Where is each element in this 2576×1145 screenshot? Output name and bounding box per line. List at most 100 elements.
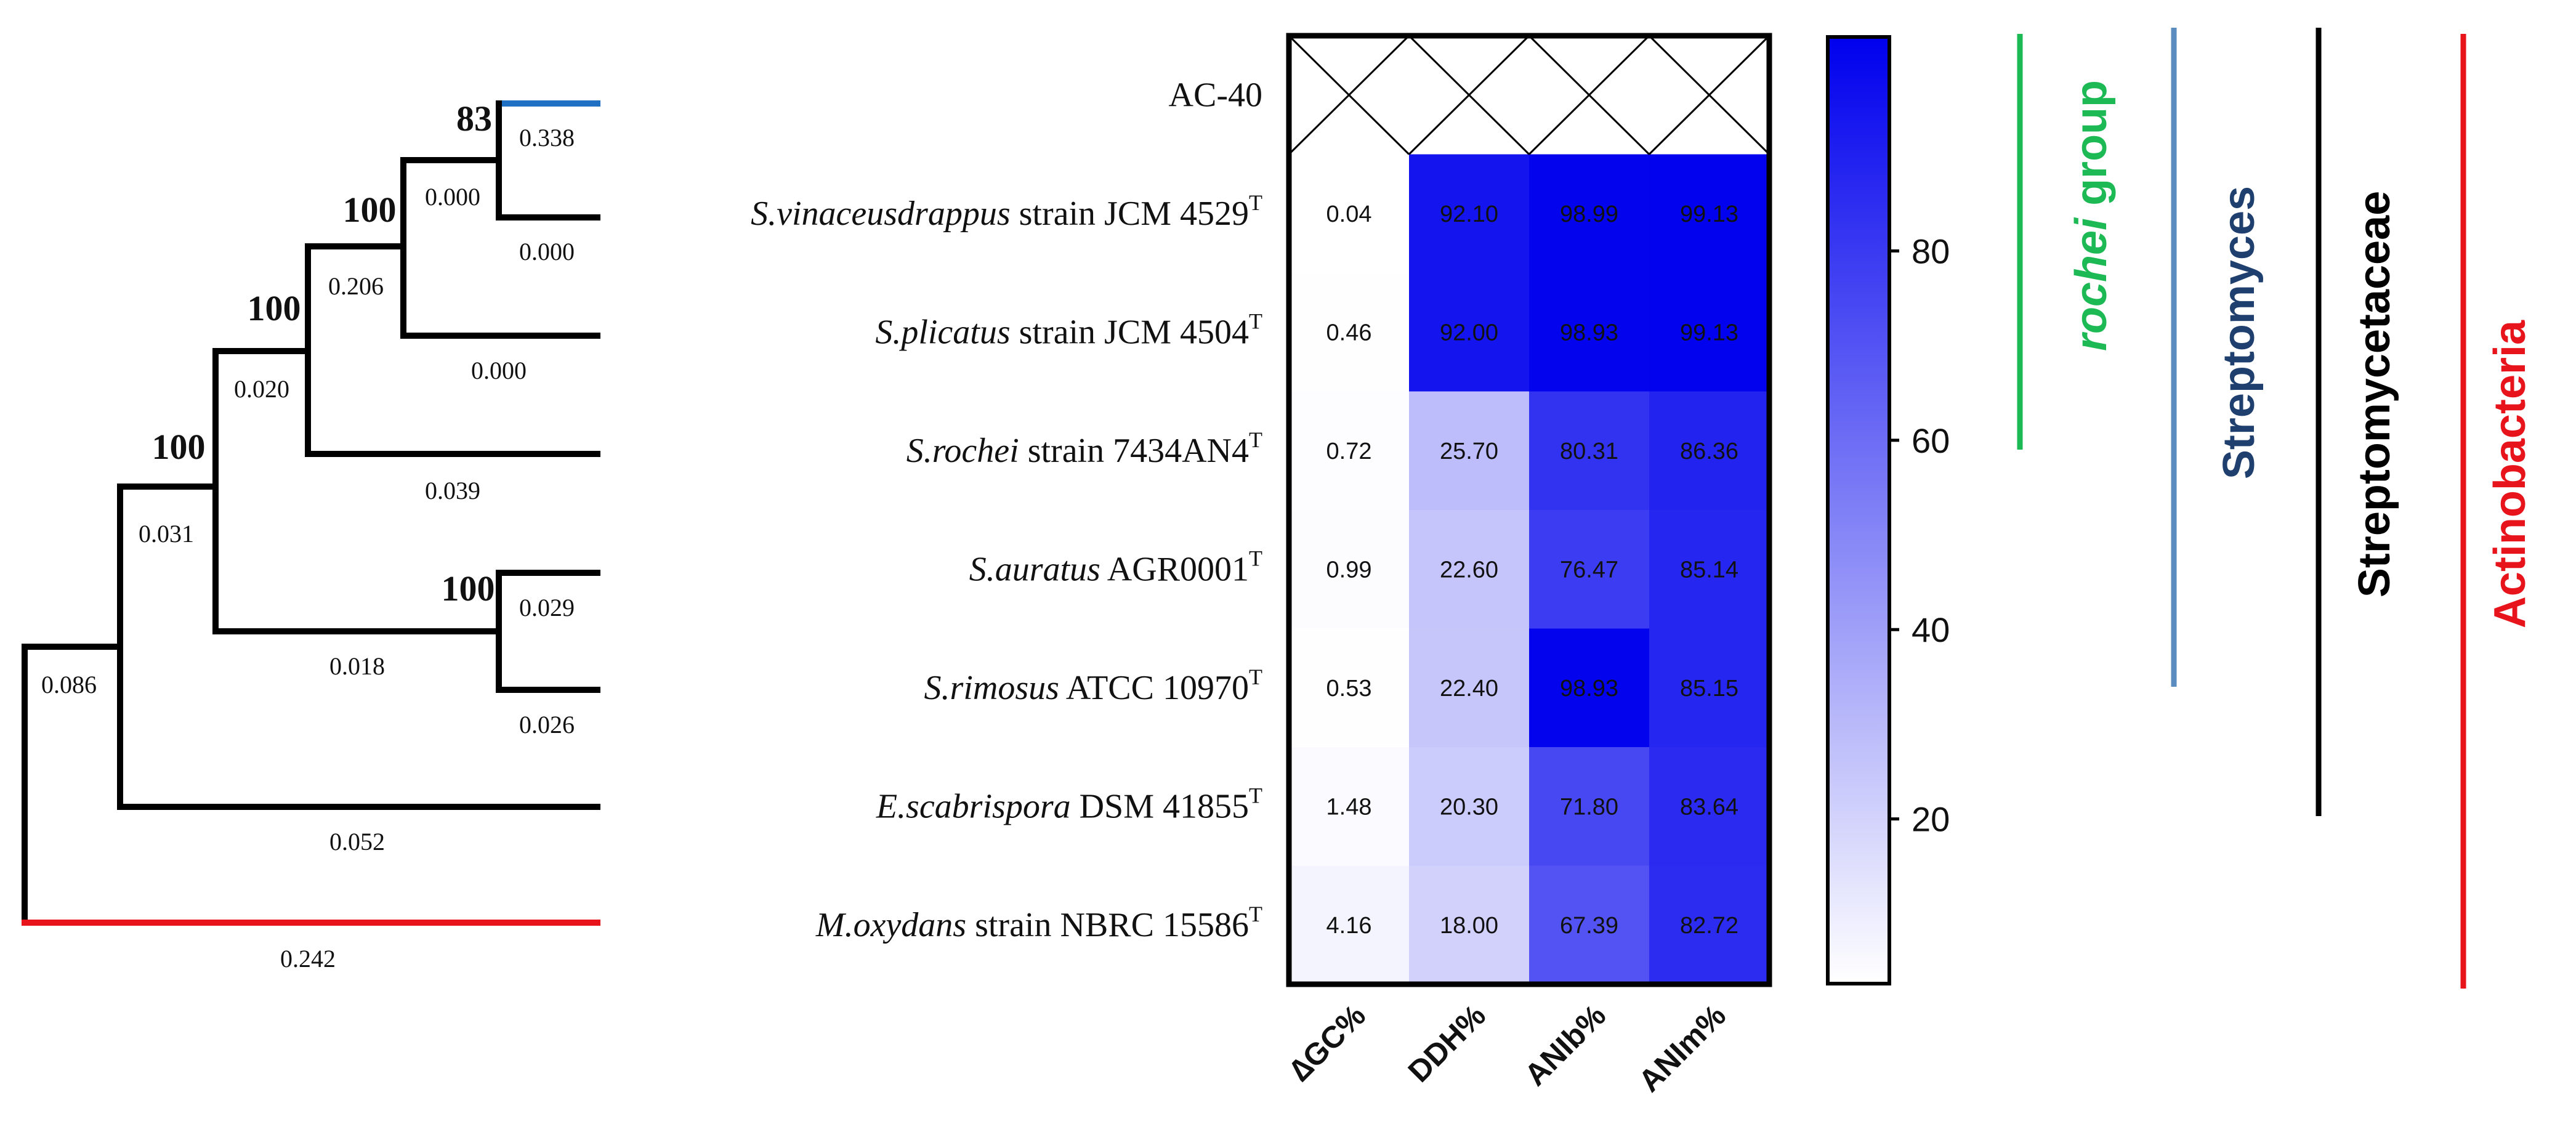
heatmap-cell-value: 4.16 bbox=[1326, 913, 1372, 939]
branch-length: 0.018 bbox=[329, 652, 385, 680]
heatmap-cell-value: 82.72 bbox=[1680, 913, 1738, 939]
heatmap-cell-value: 67.39 bbox=[1560, 913, 1618, 939]
heatmap-cell-value: 20.30 bbox=[1440, 794, 1498, 820]
branch-length: 0.039 bbox=[425, 477, 480, 504]
type-strain-sup: T bbox=[1249, 190, 1262, 215]
cross-line bbox=[1408, 34, 1530, 155]
cross-line bbox=[1288, 34, 1410, 155]
column-labels: ∆GC% DDH% ANIb% ANIm% bbox=[1283, 998, 1733, 1098]
heatmap: 0.04 92.10 98.99 99.13 0.46 92.00 98.93 99.13 0.… bbox=[1286, 33, 1772, 987]
type-strain-sup: T bbox=[1249, 902, 1262, 926]
heatmap-cell-value: 0.72 bbox=[1326, 439, 1372, 464]
heatmap-cell bbox=[1289, 154, 1410, 273]
species-name: S.rochei bbox=[906, 432, 1019, 470]
branch-length: 0.000 bbox=[471, 357, 527, 384]
heatmap-border bbox=[1286, 33, 1772, 987]
phylogenetic-tree: 83 100 100 100 100 0.338 0.000 0.000 0.206 0.000 0… bbox=[22, 99, 600, 973]
taxonomy-label-italic: rochei bbox=[2067, 217, 2116, 351]
branch-length: 0.052 bbox=[329, 828, 385, 856]
branch-length: 0.026 bbox=[519, 711, 575, 738]
column-label: ANIm% bbox=[1632, 998, 1732, 1098]
taxonomy-label: Streptomycetaceae bbox=[2350, 191, 2399, 597]
heatmap-cell-value: 18.00 bbox=[1440, 913, 1498, 939]
bootstrap-value: 100 bbox=[248, 288, 301, 328]
heatmap-cell-value: 83.64 bbox=[1680, 794, 1738, 820]
strain-name: AGR0001 bbox=[1100, 550, 1249, 588]
heatmap-cell bbox=[1649, 628, 1770, 748]
strain-name: DSM 41855 bbox=[1071, 787, 1249, 825]
row-label: S.rochei strain 7434AN4T bbox=[906, 427, 1262, 470]
taxonomy-label-text: group bbox=[2067, 80, 2116, 218]
heatmap-cell-value: 99.13 bbox=[1680, 201, 1738, 227]
species-name: S.auratus bbox=[969, 550, 1100, 588]
row-label: S.plicatus strain JCM 4504T bbox=[875, 309, 1262, 351]
taxonomy-bars: rochei group Streptomyces Streptomycetacea… bbox=[2017, 28, 2535, 989]
heatmap-cell bbox=[1289, 510, 1410, 629]
heatmap-cell-value: 0.99 bbox=[1326, 557, 1372, 583]
heatmap-cell-value: 76.47 bbox=[1560, 557, 1618, 583]
heatmap-cell-value: 22.60 bbox=[1440, 557, 1498, 583]
heatmap-cell bbox=[1289, 747, 1410, 866]
heatmap-cell bbox=[1409, 747, 1530, 866]
row-label: E.scabrispora DSM 41855T bbox=[876, 783, 1262, 825]
heatmap-cell bbox=[1529, 747, 1650, 866]
taxonomy-label-text: Actinobacteria bbox=[2485, 320, 2535, 628]
type-strain-sup: T bbox=[1249, 783, 1262, 807]
column-label: ∆GC% bbox=[1283, 998, 1373, 1088]
branch-length: 0.029 bbox=[519, 594, 575, 621]
type-strain-sup: T bbox=[1249, 665, 1262, 689]
species-name: S.vinaceusdrappus bbox=[751, 195, 1011, 233]
heatmap-cell-value: 0.46 bbox=[1326, 320, 1372, 346]
taxonomy-label-text: Streptomyces bbox=[2215, 186, 2264, 479]
colorbar-tick-label: 20 bbox=[1912, 800, 1950, 839]
taxonomy-label-text: Streptomycetaceae bbox=[2350, 191, 2399, 597]
heatmap-cell-value: 85.15 bbox=[1680, 676, 1738, 702]
heatmap-cell bbox=[1529, 865, 1650, 985]
heatmap-cell-value: 86.36 bbox=[1680, 439, 1738, 464]
heatmap-cell bbox=[1649, 391, 1770, 511]
heatmap-cell-value: 22.40 bbox=[1440, 676, 1498, 702]
species-name: M.oxydans bbox=[815, 906, 966, 944]
column-label: DDH% bbox=[1402, 998, 1493, 1089]
heatmap-cell-value: 1.48 bbox=[1326, 794, 1372, 820]
taxonomy-label: rochei group bbox=[2067, 80, 2116, 351]
colorbar-tick-label: 80 bbox=[1912, 232, 1950, 270]
strain-name: strain NBRC 15586 bbox=[966, 906, 1249, 944]
heatmap-cell-value: 92.00 bbox=[1440, 320, 1498, 346]
row-label: M.oxydans strain NBRC 15586T bbox=[815, 902, 1262, 944]
heatmap-cell bbox=[1409, 273, 1530, 392]
strain-name: ATCC 10970 bbox=[1059, 669, 1249, 707]
heatmap-cell-value: 71.80 bbox=[1560, 794, 1618, 820]
ac40-placeholder-cross bbox=[1288, 34, 1770, 155]
heatmap-cell bbox=[1649, 865, 1770, 985]
row-label: S.auratus AGR0001T bbox=[969, 546, 1262, 588]
branch-length: 0.000 bbox=[425, 183, 480, 211]
type-strain-sup: T bbox=[1249, 546, 1262, 570]
heatmap-cell bbox=[1289, 865, 1410, 985]
heatmap-cell bbox=[1289, 391, 1410, 511]
strain-name: strain JCM 4504 bbox=[1011, 313, 1249, 351]
bootstrap-value: 83 bbox=[456, 99, 492, 139]
type-strain-sup: T bbox=[1249, 309, 1262, 333]
row-label: S.rimosus ATCC 10970T bbox=[924, 665, 1262, 707]
taxonomy-label: Actinobacteria bbox=[2485, 320, 2535, 628]
heatmap-cell bbox=[1649, 273, 1770, 392]
heatmap-cell bbox=[1409, 510, 1530, 629]
heatmap-cell bbox=[1409, 154, 1530, 273]
heatmap-cell-value: 99.13 bbox=[1680, 320, 1738, 346]
cross-line bbox=[1528, 34, 1650, 155]
heatmap-cell bbox=[1649, 747, 1770, 866]
species-name: S.plicatus bbox=[875, 313, 1010, 351]
taxonomy-label: Streptomyces bbox=[2215, 186, 2264, 479]
bootstrap-value: 100 bbox=[343, 190, 397, 230]
strain-name: AC-40 bbox=[1169, 76, 1262, 114]
heatmap-cell bbox=[1409, 865, 1530, 985]
heatmap-cell-value: 92.10 bbox=[1440, 201, 1498, 227]
cross-line bbox=[1648, 34, 1770, 155]
heatmap-cell-value: 25.70 bbox=[1440, 439, 1498, 464]
heatmap-cell bbox=[1649, 510, 1770, 629]
heatmap-cell bbox=[1409, 628, 1530, 748]
heatmap-cell bbox=[1289, 273, 1410, 392]
heatmap-cell bbox=[1649, 154, 1770, 273]
branch-length: 0.338 bbox=[519, 124, 575, 152]
